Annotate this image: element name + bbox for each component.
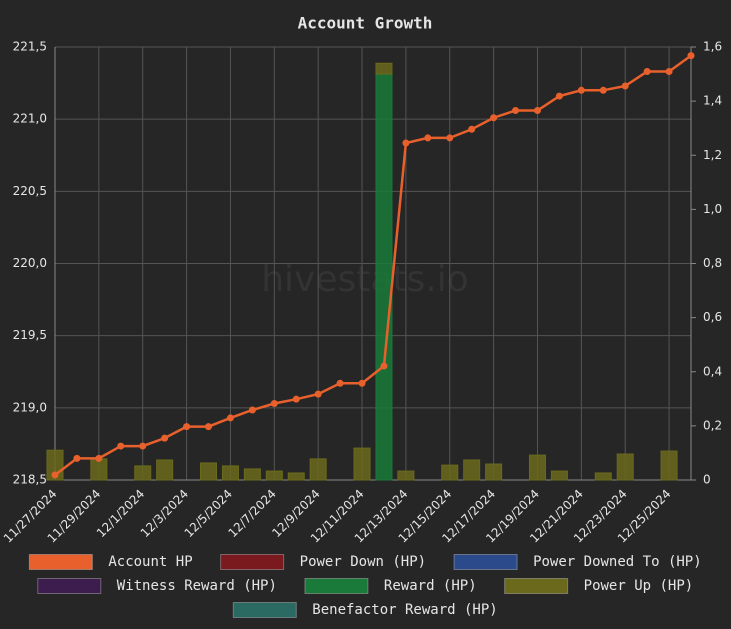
bar [265,470,283,481]
bar [397,470,415,481]
bar [528,454,546,481]
point [621,82,629,90]
legend-item: Account HP [28,554,193,570]
point [358,379,366,387]
bar [485,463,503,481]
legend-item: Power Downed To (HP) [453,554,702,570]
y2-tick-label: 1,2 [703,148,722,162]
bar [660,450,678,481]
point [424,134,432,142]
y-tick-label: 221,0 [13,112,47,126]
bar [353,447,371,481]
watermark: hivestats.io [261,259,469,300]
legend-item: Benefactor Reward (HP) [232,602,498,618]
y-tick-label: 220,5 [13,184,47,198]
legend-swatch [453,554,518,570]
legend-item: Witness Reward (HP) [37,578,277,594]
bar [550,470,568,481]
legend-label: Witness Reward (HP) [117,578,277,594]
point [577,86,585,94]
line [54,54,692,476]
y2-tick-label: 0,4 [703,364,722,378]
y-tick-label: 220,0 [13,256,47,270]
legend-label: Power Down (HP) [300,554,426,570]
point [205,423,213,431]
point [73,454,81,462]
point [490,114,498,122]
y-tick-label: 219,0 [13,400,47,414]
point [226,414,234,422]
point [446,134,454,142]
point [270,400,278,408]
point [512,107,520,115]
point [51,471,59,479]
point [533,107,541,115]
y-tick-label: 221,5 [13,40,47,54]
point [117,442,125,450]
bar [594,472,612,481]
point [292,395,300,403]
bar [309,458,327,481]
y2-tick-label: 0,8 [703,256,722,270]
legend-item: Power Up (HP) [504,578,694,594]
legend-item: Reward (HP) [304,578,477,594]
point [314,390,322,398]
point [183,423,191,431]
legend-label: Benefactor Reward (HP) [312,602,497,618]
legend-item: Power Down (HP) [220,554,426,570]
point [139,442,147,450]
bar [463,459,481,481]
point [336,379,344,387]
point [468,125,476,133]
legend-swatch [304,578,369,594]
legend-swatch [504,578,569,594]
bar [200,462,218,481]
bar [221,465,239,481]
legend-label: Power Downed To (HP) [533,554,702,570]
legend-label: Account HP [108,554,192,570]
point [402,139,410,147]
bar [287,472,305,481]
bar [243,468,261,481]
legend-swatch [220,554,285,570]
bar [441,464,459,481]
y2-tick-label: 0 [703,473,711,487]
bar [156,459,174,481]
point [687,52,695,60]
bar [616,453,634,481]
y2-tick-label: 1,6 [703,40,722,54]
point [599,86,607,94]
y2-tick-label: 0,2 [703,418,722,432]
y2-tick-label: 1,0 [703,202,722,216]
bar [375,73,393,481]
point [665,68,673,76]
point [161,434,169,442]
y2-tick-label: 0,6 [703,310,722,324]
point [380,362,388,370]
y-tick-label: 219,5 [13,328,47,342]
y-tick-label: 218,5 [13,473,47,487]
chart-title: Account Growth [298,14,433,33]
legend-swatch [232,602,297,618]
bar [90,458,108,481]
legend-swatch [37,578,102,594]
point [555,92,563,100]
point [95,454,103,462]
bar [134,465,152,481]
bar [375,62,393,75]
legend-swatch [28,554,93,570]
point [248,406,256,414]
legend-label: Reward (HP) [384,578,477,594]
point [643,68,651,76]
y2-tick-label: 1,4 [703,94,722,108]
legend-label: Power Up (HP) [584,578,694,594]
